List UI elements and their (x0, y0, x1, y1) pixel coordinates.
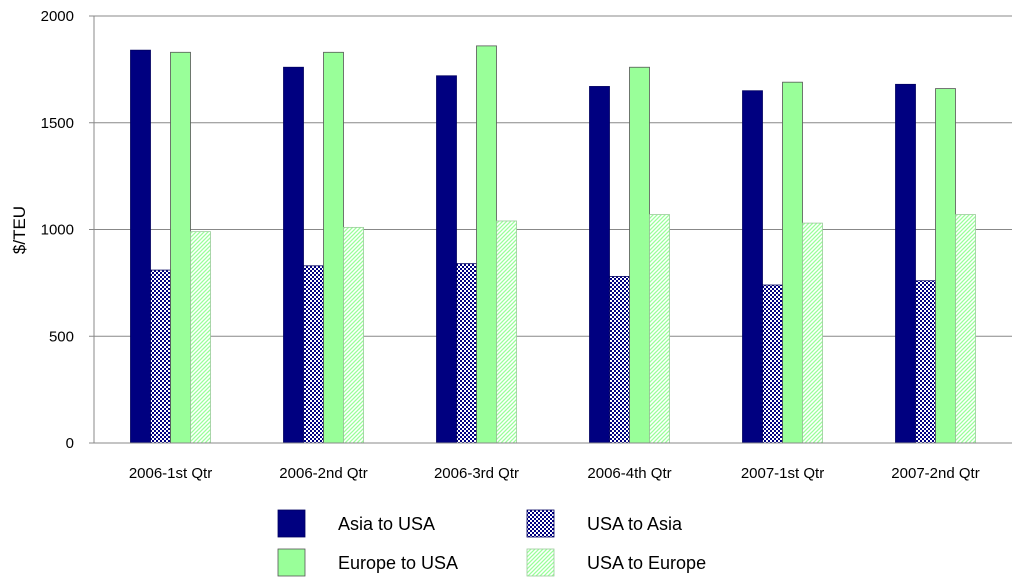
bar-europe-to-usa-2006-3rd-qtr (476, 45, 497, 444)
x-axis-labels: 2006-1st Qtr 2006-2nd Qtr 2006-3rd Qtr 2006… (129, 465, 980, 482)
bar-europe-to-usa-2006-2nd-qtr (323, 51, 344, 444)
y-tick-label: 500 (49, 328, 74, 345)
bar-usa-to-europe-2006-3rd-qtr (496, 220, 517, 444)
bar-usa-to-asia-2006-3rd-qtr (456, 263, 477, 444)
legend-swatch-usa-to-asia (526, 509, 555, 538)
y-tick-label: 1500 (41, 115, 74, 132)
bar-usa-to-asia-2006-1st-qtr (150, 269, 171, 444)
x-category-label: 2006-2nd Qtr (279, 465, 367, 482)
legend-swatch-asia-to-usa (277, 509, 306, 538)
bar-usa-to-asia-2007-1st-qtr (762, 284, 783, 444)
y-axis-title: $/TEU (10, 206, 29, 254)
bar-usa-to-europe-2006-2nd-qtr (343, 226, 364, 444)
bar-usa-to-asia-2006-2nd-qtr (303, 265, 324, 444)
x-category-label: 2006-1st Qtr (129, 465, 212, 482)
bar-europe-to-usa-2007-2nd-qtr (935, 88, 956, 444)
bar-usa-to-europe-2007-2nd-qtr (955, 214, 976, 444)
y-tick-label: 2000 (41, 8, 74, 25)
x-category-label: 2007-2nd Qtr (891, 465, 979, 482)
bar-asia-to-usa-2007-2nd-qtr (895, 83, 916, 444)
bar-asia-to-usa-2006-2nd-qtr (283, 66, 304, 444)
bar-usa-to-asia-2006-4th-qtr (609, 276, 630, 444)
bar-europe-to-usa-2006-1st-qtr (170, 51, 191, 444)
bar-europe-to-usa-2006-4th-qtr (629, 66, 650, 444)
bar-usa-to-asia-2007-2nd-qtr (915, 280, 936, 444)
bar-usa-to-europe-2006-4th-qtr (649, 214, 670, 444)
x-category-label: 2007-1st Qtr (741, 465, 824, 482)
legend-swatch-europe-to-usa (277, 548, 306, 577)
y-axis-ticks: 0 500 1000 1500 2000 (41, 8, 94, 452)
x-category-label: 2006-4th Qtr (587, 465, 671, 482)
bar-europe-to-usa-2007-1st-qtr (782, 81, 803, 444)
legend-label: USA to Europe (587, 553, 706, 573)
bar-asia-to-usa-2006-3rd-qtr (436, 75, 457, 444)
legend: Asia to USA USA to Asia Europe to USA USA t… (277, 509, 706, 577)
x-category-label: 2006-3rd Qtr (434, 465, 519, 482)
bar-asia-to-usa-2006-1st-qtr (130, 49, 151, 444)
gridlines (94, 15, 1012, 444)
bar-asia-to-usa-2007-1st-qtr (742, 90, 763, 444)
y-tick-label: 1000 (41, 222, 74, 239)
legend-swatch-usa-to-europe (526, 548, 555, 577)
bars (130, 45, 976, 444)
legend-label: USA to Asia (587, 514, 683, 534)
y-tick-label: 0 (66, 435, 74, 452)
bar-asia-to-usa-2006-4th-qtr (589, 86, 610, 444)
legend-label: Europe to USA (338, 553, 458, 573)
legend-label: Asia to USA (338, 514, 435, 534)
bar-usa-to-europe-2007-1st-qtr (802, 222, 823, 444)
bar-usa-to-europe-2006-1st-qtr (190, 231, 211, 444)
axes (93, 16, 1012, 444)
